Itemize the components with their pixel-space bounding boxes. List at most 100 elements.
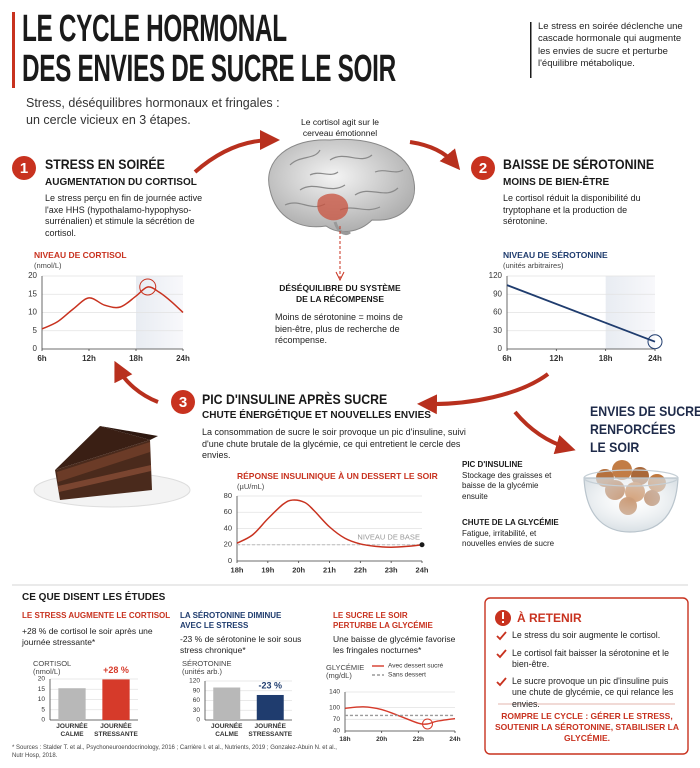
y-tick-label: 60 xyxy=(224,507,232,516)
cravings-title: ENVIES DE SUCRE xyxy=(590,403,700,419)
note-text: Stockage des graisses et baisse de la gl… xyxy=(462,471,552,501)
cycle-arrows xyxy=(114,130,576,455)
note-text: Fatigue, irritabilité, et nouvelles envi… xyxy=(462,529,555,549)
y-tick-label: 20 xyxy=(224,540,232,549)
brain-caption: Le cortisol agit sur le cerveau émotionn… xyxy=(301,117,379,139)
footnote: * Sources : Stalder T. et al., Psychoneu… xyxy=(12,745,337,759)
retain-title: À RETENIR xyxy=(517,611,582,625)
x-tick-label: JOURNÉE CALME xyxy=(56,723,88,739)
legend-label: Sans dessert xyxy=(388,672,426,679)
y-tick-label: 10 xyxy=(38,696,46,703)
check-icons xyxy=(496,631,507,687)
x-tick-label: 22h xyxy=(354,565,367,574)
y-tick-label: 0 xyxy=(41,717,45,724)
y-tick-label: 0 xyxy=(33,344,38,353)
studies-title: CE QUE DISENT LES ÉTUDES xyxy=(22,592,166,603)
x-tick-label: 18h xyxy=(129,354,143,363)
title: DES ENVIES DE SUCRE LE SOIR xyxy=(22,48,396,90)
note-bar xyxy=(530,22,532,78)
step-badge xyxy=(471,156,495,180)
cake-illustration xyxy=(33,426,191,508)
y-tick-label: 40 xyxy=(333,728,341,735)
axis-label: (unités arbitraires) xyxy=(503,261,564,270)
x-tick-label: 22h xyxy=(413,736,424,743)
y-tick-label: 120 xyxy=(489,271,503,280)
y-tick-label: 15 xyxy=(28,289,37,298)
x-tick-label: 20h xyxy=(292,565,305,574)
bar-annotation: +28 % xyxy=(103,665,129,675)
subtitle: Stress, déséquilibres hormonaux et fring… xyxy=(26,96,280,110)
header-note: Le stress en soirée déclenche une cascad… xyxy=(538,21,683,70)
brain-illustration xyxy=(268,138,416,282)
y-tick-label: 90 xyxy=(493,289,502,298)
study-text: -23 % de sérotonine le soir sous stress … xyxy=(180,634,302,656)
retain-conclusion: ROMPRE LE CYCLE : GÉRER LE STRESS, SOUTE… xyxy=(494,711,680,744)
step-subtitle: AUGMENTATION DU CORTISOL xyxy=(45,177,197,188)
x-tick-label: 24h xyxy=(416,565,429,574)
x-tick-label: 20h xyxy=(376,736,387,743)
retain-item: Le stress du soir augmente le cortisol. xyxy=(512,630,661,640)
chart-title: RÉPONSE INSULINIQUE À UN DESSERT LE SOIR xyxy=(237,471,438,481)
y-tick-label: 5 xyxy=(41,706,45,713)
study-text: +28 % de cortisol le soir après une jour… xyxy=(22,626,153,648)
bar xyxy=(256,694,284,720)
y-tick-label: 30 xyxy=(193,707,201,714)
step-title: PIC D'INSULINE APRÈS SUCRE xyxy=(202,391,388,407)
retain-item: Le sucre provoque un pic d'insuline puis… xyxy=(512,676,674,709)
legend-label: Avec dessert sucré xyxy=(388,663,444,670)
x-tick-label: 6h xyxy=(37,354,46,363)
x-tick-label: 18h xyxy=(231,565,244,574)
retain-item: Le cortisol fait baisser la sérotonine e… xyxy=(512,648,669,670)
end-dot xyxy=(419,542,425,548)
y-tick-label: 100 xyxy=(329,704,340,711)
x-tick-label: 24h xyxy=(449,736,460,743)
note-title: PIC D'INSULINE xyxy=(462,460,523,469)
step-badge xyxy=(171,390,195,414)
bar-annotation: -23 % xyxy=(258,680,282,690)
axis-label: (nmol/L) xyxy=(33,667,61,676)
highlight-circle xyxy=(139,278,157,296)
data-line xyxy=(506,284,656,343)
x-tick-label: 23h xyxy=(385,565,398,574)
bar xyxy=(213,687,241,720)
step-subtitle: MOINS DE BIEN-ÊTRE xyxy=(503,177,610,188)
highlight-circle xyxy=(647,334,663,350)
step-badge xyxy=(12,156,36,180)
step-number: 3 xyxy=(179,394,187,411)
data-line xyxy=(236,499,423,548)
x-tick-label: 18h xyxy=(599,354,613,363)
y-tick-label: 0 xyxy=(228,556,232,565)
y-tick-label: 20 xyxy=(28,271,37,280)
step-number: 1 xyxy=(20,160,28,177)
baseline-label: NIVEAU DE BASE xyxy=(357,533,420,542)
axis-label: (mg/dL) xyxy=(326,671,352,680)
y-tick-label: 90 xyxy=(193,687,201,694)
imbalance-text: Moins de sérotonine = moins de bien-être… xyxy=(275,312,403,346)
step-text: Le stress perçu en fin de journée active… xyxy=(45,193,203,239)
step-subtitle: CHUTE ÉNERGÉTIQUE ET NOUVELLES ENVIES xyxy=(202,410,431,421)
study-heading: LA SÉROTONINE DIMINUE AVEC LE STRESS xyxy=(180,611,282,631)
title: LE CYCLE HORMONAL xyxy=(22,8,287,50)
subtitle: un cercle vicieux en 3 étapes. xyxy=(26,113,191,127)
study-heading: LE SUCRE LE SOIR PERTURBE LA GLYCÉMIE xyxy=(333,611,433,631)
step-title: BAISSE DE SÉROTONINE xyxy=(503,156,655,172)
y-tick-label: 40 xyxy=(224,523,232,532)
bar xyxy=(102,679,130,720)
x-tick-label: 24h xyxy=(176,354,190,363)
x-tick-label: JOURNÉE STRESSANTE xyxy=(94,723,138,739)
x-tick-label: 19h xyxy=(261,565,274,574)
y-tick-label: 30 xyxy=(493,326,502,335)
title-bar xyxy=(12,12,15,88)
step-text: La consommation de sucre le soir provoqu… xyxy=(202,427,466,461)
y-tick-label: 70 xyxy=(333,716,341,723)
imbalance-title: DÉSÉQUILIBRE DU SYSTÈME DE LA RÉCOMPENSE xyxy=(279,283,401,305)
cravings-title: RENFORCÉES xyxy=(590,421,676,437)
bar xyxy=(58,688,86,720)
data-line xyxy=(41,286,184,330)
x-tick-label: 18h xyxy=(339,736,350,743)
x-tick-label: 24h xyxy=(648,354,662,363)
data-line xyxy=(344,706,456,725)
y-tick-label: 120 xyxy=(189,678,200,685)
y-tick-label: 60 xyxy=(193,697,201,704)
